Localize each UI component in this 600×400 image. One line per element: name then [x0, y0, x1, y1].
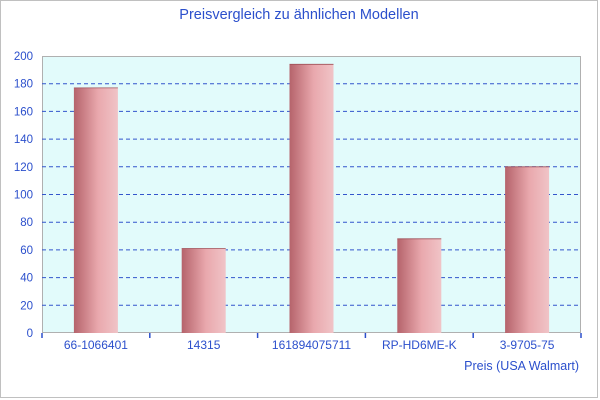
svg-text:160: 160	[14, 106, 33, 118]
svg-text:3-9705-75: 3-9705-75	[500, 338, 555, 352]
svg-text:100: 100	[14, 190, 33, 202]
svg-text:200: 200	[14, 51, 33, 63]
svg-text:80: 80	[20, 217, 33, 229]
svg-text:161894075711: 161894075711	[272, 338, 352, 352]
svg-text:20: 20	[20, 300, 33, 312]
svg-text:66-1066401: 66-1066401	[64, 338, 128, 352]
svg-text:180: 180	[14, 79, 33, 91]
svg-text:40: 40	[20, 273, 33, 285]
svg-text:RP-HD6ME-K: RP-HD6ME-K	[382, 338, 457, 352]
svg-text:120: 120	[14, 162, 33, 174]
svg-text:0: 0	[27, 328, 33, 340]
svg-text:60: 60	[20, 245, 33, 257]
svg-text:140: 140	[14, 134, 33, 146]
svg-text:14315: 14315	[187, 338, 221, 352]
